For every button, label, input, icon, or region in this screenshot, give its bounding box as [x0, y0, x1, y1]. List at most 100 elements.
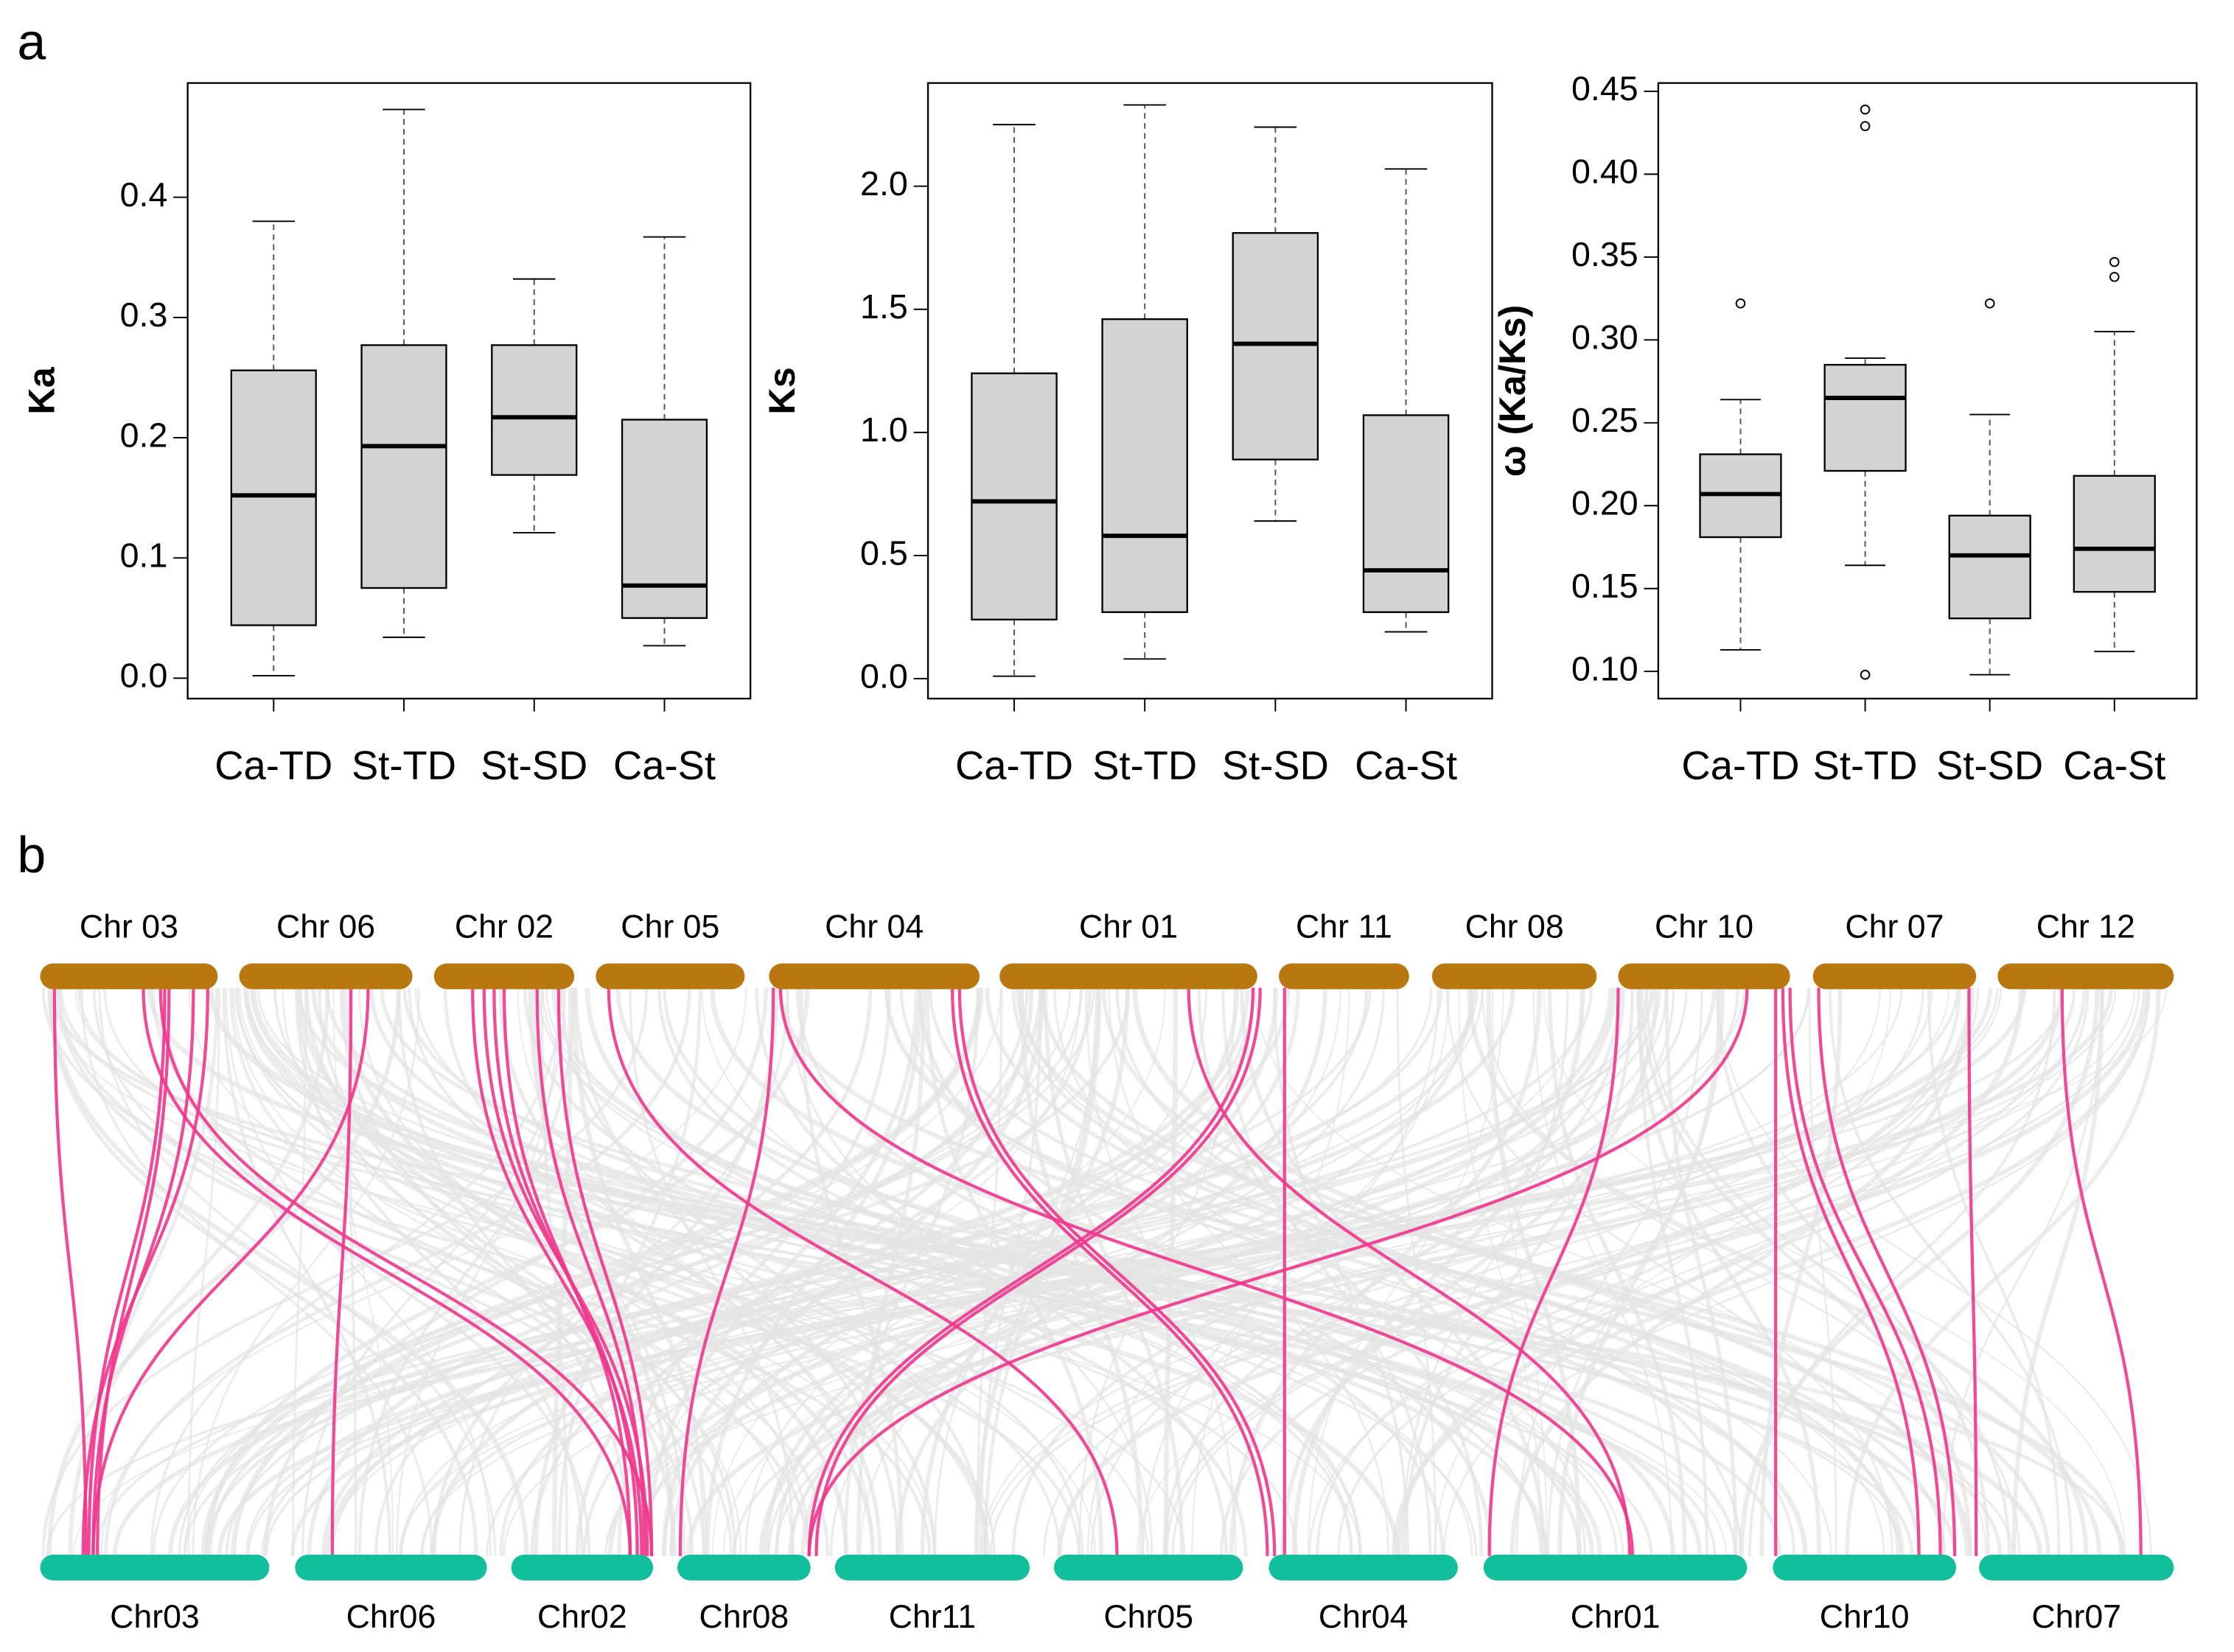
chromosome-label: Chr05 — [1103, 1599, 1193, 1635]
panel-label: b — [17, 826, 46, 883]
link — [807, 987, 1255, 1556]
background-link — [183, 987, 1071, 1556]
background-link — [1391, 987, 2151, 1556]
y-tick-label: 0.30 — [1571, 318, 1638, 357]
x-tick-label: St-SD — [481, 743, 587, 788]
background-link — [1142, 987, 1439, 1556]
background-link — [755, 987, 1229, 1556]
chromosome-top — [1279, 963, 1409, 990]
link — [471, 987, 643, 1556]
chromosome-bottom — [1268, 1554, 1458, 1581]
chromosome-top — [1618, 963, 1790, 990]
plot-frame — [1657, 82, 2198, 700]
x-tick-label: Ca-St — [613, 743, 716, 788]
background-link — [430, 987, 1250, 1556]
background-link — [1637, 987, 1708, 1556]
x-tick-label: Ca-TD — [214, 743, 332, 788]
background-link — [85, 987, 219, 1556]
background-link — [188, 987, 935, 1556]
background-link — [1466, 987, 2089, 1556]
background-link — [245, 987, 1652, 1556]
chromosome-label: Chr06 — [346, 1599, 436, 1635]
chromosome-label: Chr10 — [1820, 1599, 1910, 1635]
background-link — [357, 987, 576, 1556]
y-tick-label: 0.0 — [860, 657, 908, 695]
background-link — [1042, 987, 1924, 1556]
background-link — [1132, 987, 1970, 1556]
background-link — [1543, 987, 2126, 1556]
background-link — [1280, 987, 1658, 1556]
box — [491, 344, 578, 476]
chromosome-label: Chr03 — [110, 1599, 200, 1635]
background-link — [292, 987, 307, 1556]
y-tick-label: 0.5 — [860, 533, 908, 572]
plot-frame — [926, 82, 1493, 700]
link — [1967, 987, 1978, 1556]
link — [1187, 987, 1632, 1556]
background-link — [523, 987, 1248, 1556]
background-link — [1021, 987, 1885, 1556]
background-link — [764, 987, 1279, 1556]
link — [678, 987, 775, 1556]
background-link — [1316, 987, 1975, 1556]
link — [2060, 987, 2143, 1556]
background-link — [1219, 987, 1961, 1556]
chromosome-label: Chr02 — [537, 1599, 627, 1635]
y-tick-label: 0.4 — [120, 175, 168, 214]
x-tick-label: Ca-St — [1355, 743, 1457, 788]
background-link — [296, 987, 705, 1556]
chromosome-bottom — [40, 1554, 270, 1581]
background-link — [208, 987, 1131, 1556]
y-tick-label: 0.25 — [1571, 401, 1638, 439]
link — [91, 987, 370, 1556]
y-tick-label: 0.40 — [1571, 153, 1638, 191]
chromosome-label: Chr 04 — [825, 909, 924, 945]
y-axis-label: ω (Ka/Ks) — [1491, 305, 1533, 477]
background-links — [41, 987, 2168, 1556]
background-link — [617, 987, 892, 1556]
box — [1823, 363, 1907, 472]
background-link — [899, 987, 1796, 1556]
x-tick-label: St-SD — [1936, 743, 2043, 788]
y-tick-label: 0.0 — [120, 657, 168, 695]
chromosome-top — [1812, 963, 1977, 990]
chromosome-bottom — [834, 1554, 1030, 1581]
link — [950, 987, 1269, 1556]
background-link — [217, 987, 2113, 1556]
background-link — [432, 987, 873, 1556]
link — [1817, 987, 1957, 1556]
chromosome-top — [1431, 963, 1597, 990]
background-link — [1395, 987, 2024, 1556]
panel-label: a — [17, 13, 46, 71]
background-link — [1739, 987, 2100, 1556]
chromosome-bottom — [295, 1554, 487, 1581]
background-link — [1115, 987, 1742, 1556]
chromosome-label: Chr 08 — [1465, 909, 1564, 945]
background-link — [94, 987, 1650, 1556]
background-link — [93, 987, 733, 1556]
background-link — [1171, 987, 1980, 1556]
x-tick-label: St-TD — [352, 743, 456, 788]
background-link — [1664, 987, 1738, 1556]
background-link — [290, 987, 1992, 1556]
chromosome-bottom — [1483, 1554, 1748, 1581]
link — [142, 987, 632, 1556]
background-link — [419, 987, 2117, 1556]
background-link — [243, 987, 1298, 1556]
background-link — [408, 987, 1084, 1556]
background-link — [1108, 987, 1389, 1556]
chromosome-label: Chr 10 — [1655, 909, 1753, 945]
background-link — [41, 987, 649, 1556]
link — [1781, 987, 1921, 1556]
background-link — [686, 987, 2064, 1556]
link — [814, 987, 1262, 1556]
chromosome-bottom — [511, 1554, 654, 1581]
box — [1101, 318, 1188, 613]
outlier — [1735, 298, 1746, 309]
link — [607, 987, 1119, 1556]
background-link — [341, 987, 849, 1556]
box — [621, 419, 708, 619]
background-link — [1458, 987, 1543, 1556]
y-tick-label: 0.10 — [1571, 650, 1638, 688]
background-link — [711, 987, 1166, 1556]
